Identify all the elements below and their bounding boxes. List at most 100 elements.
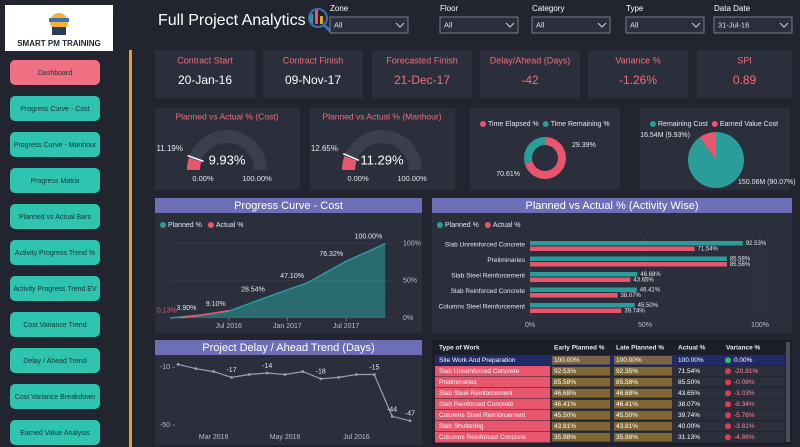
dropdown-arrow[interactable] xyxy=(779,22,789,28)
gauge-value-label: 11.29% xyxy=(360,152,404,167)
nav-label[interactable]: Cost Variance Breakdown xyxy=(15,394,96,401)
point xyxy=(319,377,323,381)
filter-dropdown[interactable] xyxy=(713,16,793,34)
table-cell: 71.54% xyxy=(678,368,700,375)
data-label: 85.58% xyxy=(730,257,751,263)
panel-header xyxy=(432,198,792,213)
nav-label[interactable]: Progress Curve - Cost xyxy=(20,106,89,113)
data-label: 39.74% xyxy=(624,309,645,315)
filter-value[interactable]: All xyxy=(536,20,545,29)
table-cell: 38.07% xyxy=(678,401,700,408)
data-label: -15 xyxy=(369,364,379,371)
dropdown-arrow[interactable] xyxy=(395,22,405,28)
nav-label[interactable]: Activity Progress Trend % xyxy=(15,250,95,257)
legend-label: Actual % xyxy=(216,222,244,229)
gauge-target-label: 12.65% xyxy=(311,144,338,153)
data-label: -18 xyxy=(316,369,326,376)
x-tick-label: 0% xyxy=(525,322,535,329)
filter-dropdown[interactable] xyxy=(531,16,611,34)
nav-label[interactable]: Activity Progress Trend EV xyxy=(13,286,97,293)
nav-button[interactable] xyxy=(10,204,100,229)
point xyxy=(337,375,341,379)
kpi-card xyxy=(372,50,472,98)
table-cell: 35.98% xyxy=(616,434,638,441)
bar xyxy=(530,272,638,277)
x-tick-label: May 2016 xyxy=(270,434,301,441)
nav-label[interactable]: Progress Matrix xyxy=(30,178,80,185)
filter-value[interactable]: All xyxy=(334,20,343,29)
bar xyxy=(530,293,618,298)
nav-label[interactable]: Progress Curve - Manhour xyxy=(14,142,97,149)
table-cell: 43.65% xyxy=(678,390,700,397)
scrollbar[interactable] xyxy=(786,342,790,442)
category-label: Slab Unreinforced Concrete xyxy=(445,242,526,249)
dropdown-arrow[interactable] xyxy=(505,22,515,28)
nav-label[interactable]: Dashboard xyxy=(38,70,72,77)
nav-button[interactable] xyxy=(10,240,100,265)
gauge-card xyxy=(310,108,455,190)
table-cell: 46.68% xyxy=(616,390,638,397)
filter-dropdown[interactable] xyxy=(329,16,409,34)
nav-label[interactable]: Delay / Ahead Trend xyxy=(23,358,87,365)
point xyxy=(390,415,394,418)
table-cell: 46.68% xyxy=(554,390,576,397)
nav-button[interactable] xyxy=(10,60,100,85)
table-cell: Preliminaries xyxy=(439,379,477,386)
kpi-label: Forecasted Finish xyxy=(386,55,458,65)
bar xyxy=(530,303,635,308)
category-label: Columns Steel Reinforcement xyxy=(439,304,526,311)
x-tick-label: Jul 2016 xyxy=(343,434,370,441)
filter-value[interactable]: All xyxy=(444,20,453,29)
data-label: 9.10% xyxy=(206,301,226,308)
filter-value[interactable]: 31-Jul-16 xyxy=(718,20,749,29)
nav-button[interactable] xyxy=(10,420,100,445)
nav-label[interactable]: Earned Value Analysis xyxy=(20,430,90,437)
nav-button[interactable] xyxy=(10,384,100,409)
kpi-card xyxy=(480,50,580,98)
nav-button[interactable] xyxy=(10,348,100,373)
data-label: 28.54% xyxy=(241,287,265,294)
column-header: Variance % xyxy=(726,345,761,352)
gauge-value xyxy=(187,157,202,170)
point xyxy=(176,362,180,366)
point xyxy=(301,370,305,373)
data-label: 46.68% xyxy=(640,272,661,278)
status-dot xyxy=(725,412,731,419)
column-header: Late Planned % xyxy=(616,345,664,352)
y-tick-label: 100% xyxy=(403,241,421,248)
nav-button[interactable] xyxy=(10,96,100,121)
table-cell: 85.58% xyxy=(616,379,638,386)
nav-button[interactable] xyxy=(10,276,100,301)
kpi-value: 21-Dec-17 xyxy=(394,73,450,87)
kpi-label: Variance % xyxy=(615,55,660,65)
status-dot xyxy=(725,368,731,375)
filter-dropdown[interactable] xyxy=(439,16,519,34)
nav-button[interactable] xyxy=(10,168,100,193)
data-label: 43.65% xyxy=(633,278,654,284)
dropdown-arrow[interactable] xyxy=(597,22,607,28)
gauge-target xyxy=(187,154,204,163)
dropdown-arrow[interactable] xyxy=(691,22,701,28)
legend-label: Time Remaining % xyxy=(551,121,610,128)
table-cell: 43.81% xyxy=(554,423,576,430)
nav-label[interactable]: Planned vs Actual Bars xyxy=(19,214,91,221)
cell-highlight xyxy=(552,433,610,442)
gauge-max: 100.00% xyxy=(242,174,272,183)
nav-label[interactable]: Cost Variance Trend xyxy=(23,322,86,329)
cell-highlight xyxy=(435,421,550,432)
filter-dropdown[interactable] xyxy=(625,16,705,34)
table-cell: Columns Steel Reinforcement xyxy=(439,412,526,419)
table-cell: Site Work And Preparation xyxy=(439,357,516,364)
filter-value[interactable]: All xyxy=(630,20,639,29)
cell-highlight xyxy=(614,411,672,420)
table-cell: 85.50% xyxy=(678,379,700,386)
line xyxy=(179,309,229,319)
point xyxy=(355,373,358,376)
cell-highlight xyxy=(552,411,610,420)
nav-button[interactable] xyxy=(10,132,100,157)
table-cell: -3.81% xyxy=(734,423,755,430)
nav-button[interactable] xyxy=(10,312,100,337)
data-label: -17 xyxy=(226,367,236,374)
analytics-icon xyxy=(308,8,332,33)
gauge-card xyxy=(155,108,300,190)
